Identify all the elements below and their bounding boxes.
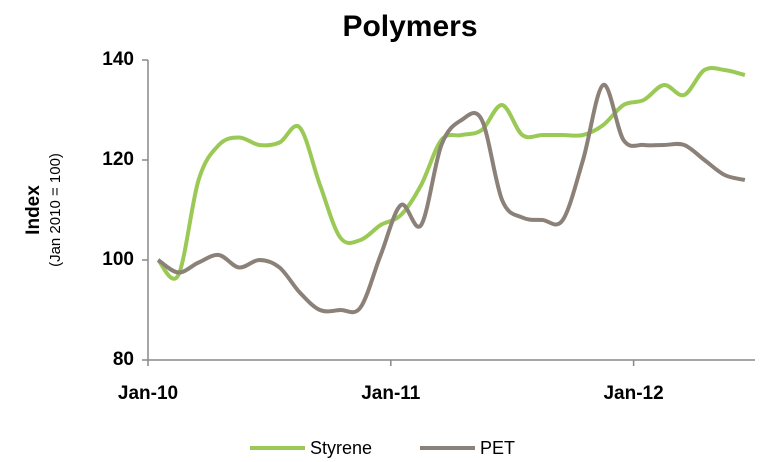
x-tick-label: Jan-12: [603, 383, 663, 404]
y-tick-label: 140: [102, 49, 134, 70]
y-axis-sublabel: (Jan 2010 = 100): [47, 153, 64, 267]
series-line: [156, 82, 746, 315]
x-tick-label: Jan-10: [118, 383, 178, 404]
chart-title: Polymers: [342, 10, 477, 43]
y-tick-label: 120: [102, 149, 134, 170]
series-line: [156, 65, 746, 281]
legend-label: PET: [480, 438, 515, 458]
y-axis-label: Index: [23, 185, 44, 235]
x-tick-label: Jan-11: [361, 383, 421, 404]
y-tick-label: 100: [102, 249, 134, 270]
y-tick-label: 80: [113, 349, 134, 370]
legend-label: Styrene: [310, 438, 372, 458]
